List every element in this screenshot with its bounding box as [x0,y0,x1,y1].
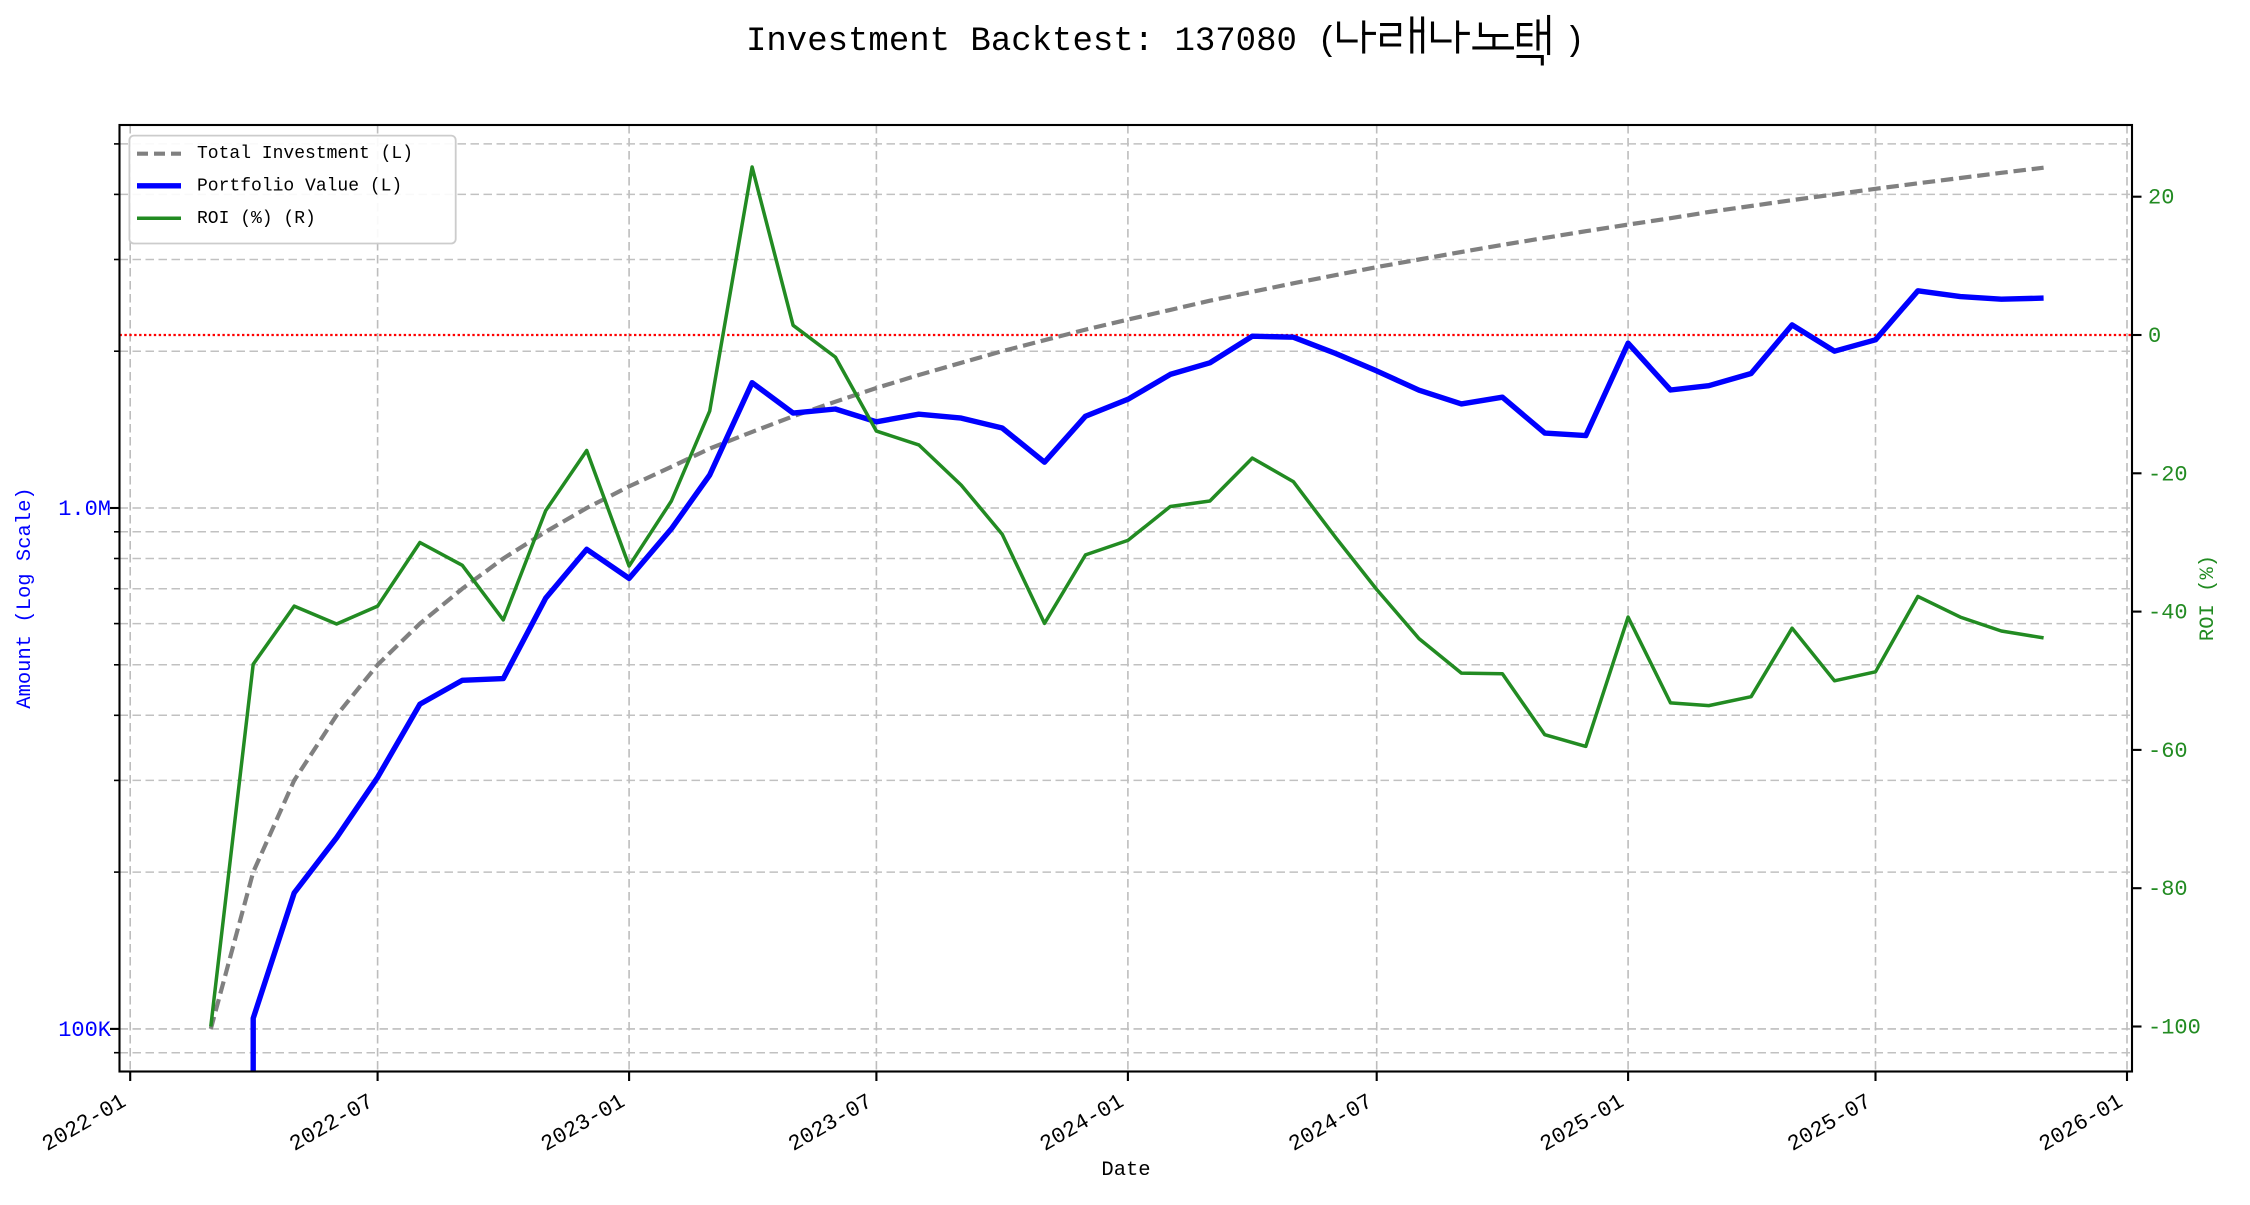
svg-text:-60: -60 [2148,739,2188,764]
svg-text:Total Investment (L): Total Investment (L) [197,144,413,164]
svg-text:-40: -40 [2148,601,2188,626]
svg-text:-80: -80 [2148,877,2188,902]
svg-text:-20: -20 [2148,462,2188,487]
svg-text:Date: Date [1101,1159,1150,1182]
svg-text:100K: 100K [58,1018,112,1043]
svg-text:): ) [1564,23,1584,61]
svg-text:1.0M: 1.0M [58,497,111,522]
svg-text:Investment Backtest: 137080 (: Investment Backtest: 137080 ( [746,23,1338,61]
svg-text:ROI (%) (R): ROI (%) (R) [197,209,316,229]
svg-text:-100: -100 [2148,1016,2201,1041]
svg-text:0: 0 [2148,324,2161,349]
svg-text:Portfolio Value (L): Portfolio Value (L) [197,177,402,197]
svg-text:ROI (%): ROI (%) [2197,555,2220,641]
svg-text:Amount (Log Scale): Amount (Log Scale) [14,487,37,708]
svg-text:20: 20 [2148,186,2174,211]
